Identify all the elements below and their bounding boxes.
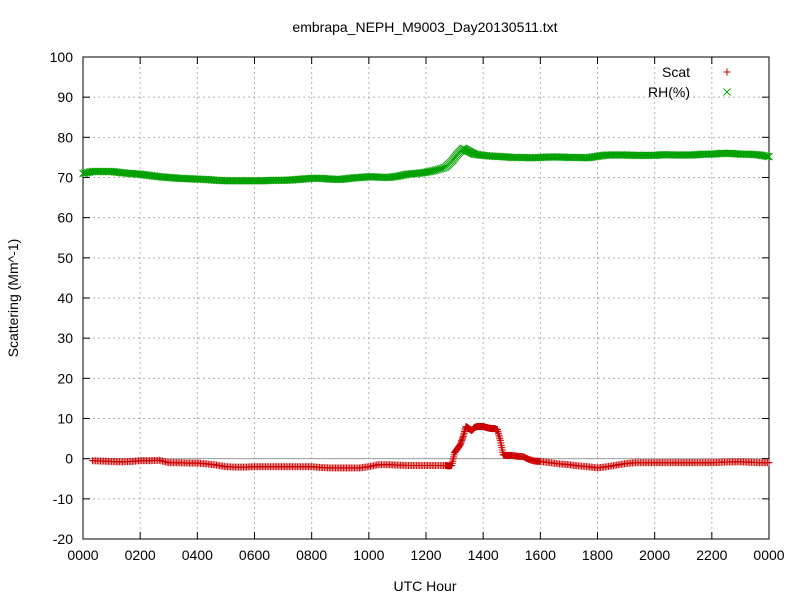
marker-stroke (723, 88, 731, 96)
x-tick-label: 0400 (182, 547, 213, 563)
y-tick-label: 20 (57, 370, 73, 386)
rh-point (423, 168, 432, 176)
y-tick-label: 60 (57, 210, 73, 226)
marker-stroke (585, 153, 594, 162)
scat-point (765, 459, 773, 467)
marker-stroke (426, 167, 435, 176)
marker-stroke (762, 152, 770, 160)
marker-stroke (390, 172, 399, 181)
y-tick-label: 10 (57, 411, 73, 427)
legend-label: RH(%) (648, 84, 690, 100)
rh-point (426, 167, 435, 176)
legend-marker (723, 88, 731, 96)
rh-point (420, 168, 429, 177)
x-tick-label: 0000 (753, 547, 784, 563)
y-axis-ticks: -20 -10 0 10 20 30 40 50 60 70 80 90 100 (50, 49, 769, 547)
x-tick-label: 1800 (582, 547, 613, 563)
y-tick-label: 0 (65, 451, 73, 467)
marker-stroke (80, 169, 89, 178)
x-tick-label: 0800 (296, 547, 327, 563)
rh-point (396, 171, 405, 180)
marker-stroke (83, 168, 92, 177)
marker-stroke (755, 151, 764, 159)
x-tick-label: 1200 (410, 547, 441, 563)
rh-point (425, 167, 433, 176)
marker-stroke (398, 171, 406, 180)
y-tick-label: 50 (57, 250, 73, 266)
rh-point (765, 152, 773, 161)
marker-stroke (393, 172, 402, 181)
rh-point (391, 172, 400, 181)
y-axis-label: Scattering (Mm^-1) (5, 239, 21, 358)
x-tick-label: 1600 (525, 547, 556, 563)
x-tick-label: 0600 (239, 547, 270, 563)
rh-point (755, 151, 764, 159)
x-tick-label: 2200 (696, 547, 727, 563)
marker-stroke (85, 168, 94, 176)
x-tick-label: 2000 (639, 547, 670, 563)
marker-stroke (758, 151, 767, 160)
marker-stroke (420, 168, 429, 177)
marker-stroke (588, 153, 597, 161)
chart-title: embrapa_NEPH_M9003_Day20130511.txt (292, 19, 557, 35)
marker-stroke (419, 168, 427, 177)
marker-stroke (423, 168, 432, 176)
rh-point (393, 172, 402, 181)
marker-stroke (584, 153, 592, 162)
marker-stroke (428, 167, 437, 175)
rh-point (398, 171, 406, 180)
marker-stroke (763, 152, 772, 161)
rh-point (757, 151, 765, 160)
y-tick-label: 90 (57, 89, 73, 105)
marker-stroke (396, 171, 405, 180)
marker-stroke (760, 151, 769, 160)
rh-point (588, 153, 597, 161)
rh-point (395, 172, 403, 180)
y-tick-label: -10 (53, 491, 73, 507)
marker-stroke (82, 168, 90, 177)
series-markers (79, 144, 773, 472)
y-tick-label: -20 (53, 531, 73, 547)
y-tick-label: 40 (57, 290, 73, 306)
rh-point (83, 168, 92, 177)
rh-point (428, 167, 437, 175)
x-axis-label: UTC Hour (393, 578, 456, 594)
marker-stroke (395, 172, 403, 180)
y-tick-label: 100 (50, 49, 74, 65)
rh-point (587, 153, 596, 162)
marker-stroke (592, 152, 600, 161)
marker-stroke (587, 153, 596, 162)
rh-point (760, 151, 769, 160)
marker-stroke (422, 168, 430, 177)
x-axis-ticks: 0000 0200 0400 0600 0800 1000 1200 1400 1600 1800… (67, 57, 785, 563)
rh-point (585, 153, 594, 162)
x-tick-label: 0200 (125, 547, 156, 563)
marker-stroke (401, 170, 410, 179)
legend-label: Scat (662, 64, 690, 80)
marker-stroke (590, 152, 599, 161)
rh-point (82, 168, 90, 177)
rh-point (584, 153, 592, 162)
marker-stroke (765, 152, 773, 161)
marker-stroke (79, 169, 87, 178)
marker-stroke (757, 151, 765, 160)
marker-stroke (425, 167, 433, 176)
legend-marker (723, 68, 731, 76)
legend: Scat RH(%) (648, 64, 731, 100)
rh-point (422, 168, 430, 177)
marker-stroke (399, 171, 408, 179)
x-tick-label: 0000 (67, 547, 98, 563)
rh-point (762, 152, 770, 160)
y-tick-label: 30 (57, 330, 73, 346)
rh-point (79, 169, 87, 178)
x-tick-label: 1000 (353, 547, 384, 563)
marker-stroke (391, 172, 400, 181)
x-tick-label: 1400 (468, 547, 499, 563)
rh-point (758, 151, 767, 160)
y-tick-label: 70 (57, 170, 73, 186)
rh-point (763, 152, 772, 161)
rh-point (80, 169, 89, 178)
y-tick-label: 80 (57, 129, 73, 145)
